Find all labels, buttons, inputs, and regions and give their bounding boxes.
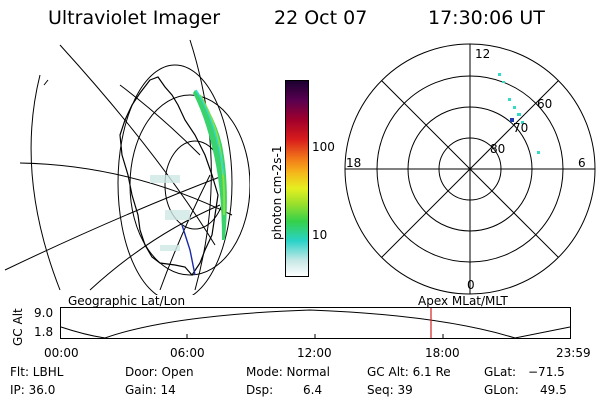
outer-arc bbox=[30, 74, 61, 291]
auroral-band-edge bbox=[195, 89, 225, 176]
emission-point bbox=[498, 73, 501, 76]
date-label: 22 Oct 07 bbox=[274, 7, 368, 29]
mlt-label-18: 18 bbox=[346, 156, 362, 170]
mlat-label-80: 80 bbox=[490, 142, 506, 156]
emission-point bbox=[537, 151, 540, 154]
auroral-band-core bbox=[199, 94, 226, 216]
mode-value: Mode: Normal bbox=[246, 365, 330, 379]
dsp-label: Dsp: bbox=[246, 383, 274, 397]
timeline-frame bbox=[60, 307, 571, 339]
emission-point bbox=[508, 98, 511, 101]
track-line bbox=[181, 224, 196, 276]
timeline-left-label: Geographic Lat/Lon bbox=[68, 294, 186, 308]
timeline-x-tick-2359: 23:59 bbox=[556, 346, 591, 360]
colorbar-tick-10: 10 bbox=[312, 228, 328, 242]
mlat-label-60: 60 bbox=[537, 97, 553, 111]
emission-point bbox=[517, 113, 521, 116]
mlt-label-12: 12 bbox=[475, 47, 491, 61]
faint-emission bbox=[160, 245, 180, 251]
colorbar-unit-label: photon cm-2s-1 bbox=[270, 145, 284, 241]
timeline-y-label: GC Alt bbox=[11, 308, 25, 346]
faint-emission bbox=[150, 175, 180, 183]
time-label: 17:30:06 UT bbox=[428, 7, 545, 29]
faint-emission bbox=[165, 210, 190, 220]
sequence-value: Seq: 39 bbox=[367, 383, 413, 397]
timeline-y-tick-high: 9.0 bbox=[34, 306, 54, 320]
gain-value: Gain: 14 bbox=[125, 383, 176, 397]
glon-value: 49.5 bbox=[540, 383, 567, 397]
glat-value: −71.5 bbox=[528, 365, 565, 379]
emission-point bbox=[502, 81, 505, 83]
meridian-line bbox=[19, 162, 233, 216]
meridian-line bbox=[4, 174, 226, 271]
emission-point bbox=[521, 121, 524, 124]
meridian-line bbox=[89, 204, 221, 291]
timeline-x-tick-0600: 06:00 bbox=[170, 346, 205, 360]
timeline-y-tick-low: 1.8 bbox=[34, 325, 54, 339]
timeline-x-tick-0000: 00:00 bbox=[44, 346, 79, 360]
colorbar bbox=[285, 80, 309, 277]
filter-value: Flt: LBHL bbox=[10, 365, 64, 379]
mlat-label-70: 70 bbox=[513, 121, 529, 135]
glon-label: GLon: bbox=[484, 383, 519, 397]
timeline-x-tick-1200: 12:00 bbox=[297, 346, 332, 360]
arrow-mark bbox=[43, 79, 49, 86]
altitude-curve bbox=[60, 309, 571, 339]
polar-plot bbox=[344, 43, 596, 295]
ip-value: IP: 36.0 bbox=[10, 383, 56, 397]
timeline-x-tick-1800: 18:00 bbox=[425, 346, 460, 360]
meridian-line bbox=[159, 174, 211, 291]
dsp-value: 6.4 bbox=[303, 383, 323, 397]
colorbar-tick-100: 100 bbox=[312, 140, 335, 154]
mlt-label-0: 0 bbox=[467, 278, 475, 292]
meridian-line bbox=[59, 44, 216, 246]
geographic-map bbox=[4, 39, 250, 295]
meridian-line bbox=[119, 84, 201, 156]
glat-label: GLat: bbox=[484, 365, 517, 379]
continent-outline bbox=[119, 76, 219, 276]
door-status: Door: Open bbox=[125, 365, 194, 379]
altitude-timeline bbox=[60, 307, 571, 339]
mlt-label-6: 6 bbox=[578, 156, 586, 170]
outer-arc bbox=[189, 39, 212, 291]
emission-point bbox=[513, 106, 516, 109]
instrument-title: Ultraviolet Imager bbox=[48, 7, 221, 29]
polar-diagonal bbox=[381, 80, 559, 258]
auroral-band bbox=[193, 90, 227, 240]
emission-point bbox=[510, 118, 514, 122]
gc-altitude-value: GC Alt: 6.1 Re bbox=[367, 365, 451, 379]
timeline-right-label: Apex MLat/MLT bbox=[418, 294, 508, 308]
earth-limb bbox=[117, 64, 233, 295]
